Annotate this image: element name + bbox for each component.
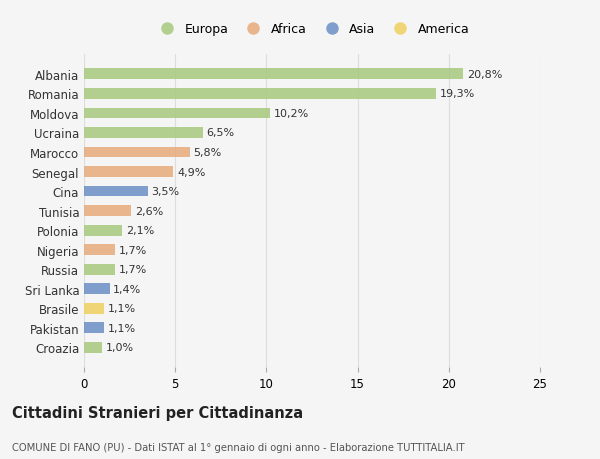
Text: 1,0%: 1,0% — [106, 343, 134, 353]
Text: 10,2%: 10,2% — [274, 109, 309, 118]
Text: 19,3%: 19,3% — [440, 89, 475, 99]
Text: 2,6%: 2,6% — [135, 206, 163, 216]
Bar — [84, 245, 115, 256]
Bar — [84, 225, 122, 236]
Bar — [84, 284, 110, 295]
Text: 3,5%: 3,5% — [151, 187, 179, 196]
Bar — [84, 264, 115, 275]
Text: 2,1%: 2,1% — [126, 226, 154, 235]
Bar — [84, 69, 463, 80]
Text: 1,7%: 1,7% — [119, 245, 147, 255]
Bar — [84, 89, 436, 100]
Bar — [84, 147, 190, 158]
Bar — [84, 167, 173, 178]
Bar — [84, 108, 270, 119]
Bar — [84, 342, 102, 353]
Bar — [84, 323, 104, 334]
Bar — [84, 206, 131, 217]
Text: 1,4%: 1,4% — [113, 284, 142, 294]
Text: 5,8%: 5,8% — [193, 148, 221, 157]
Text: 1,1%: 1,1% — [108, 323, 136, 333]
Legend: Europa, Africa, Asia, America: Europa, Africa, Asia, America — [152, 21, 472, 39]
Text: 1,1%: 1,1% — [108, 304, 136, 313]
Text: 4,9%: 4,9% — [177, 167, 205, 177]
Bar — [84, 186, 148, 197]
Text: 20,8%: 20,8% — [467, 70, 502, 79]
Text: COMUNE DI FANO (PU) - Dati ISTAT al 1° gennaio di ogni anno - Elaborazione TUTTI: COMUNE DI FANO (PU) - Dati ISTAT al 1° g… — [12, 442, 464, 452]
Text: Cittadini Stranieri per Cittadinanza: Cittadini Stranieri per Cittadinanza — [12, 405, 303, 420]
Bar — [84, 128, 203, 139]
Text: 1,7%: 1,7% — [119, 265, 147, 274]
Text: 6,5%: 6,5% — [206, 128, 235, 138]
Bar — [84, 303, 104, 314]
